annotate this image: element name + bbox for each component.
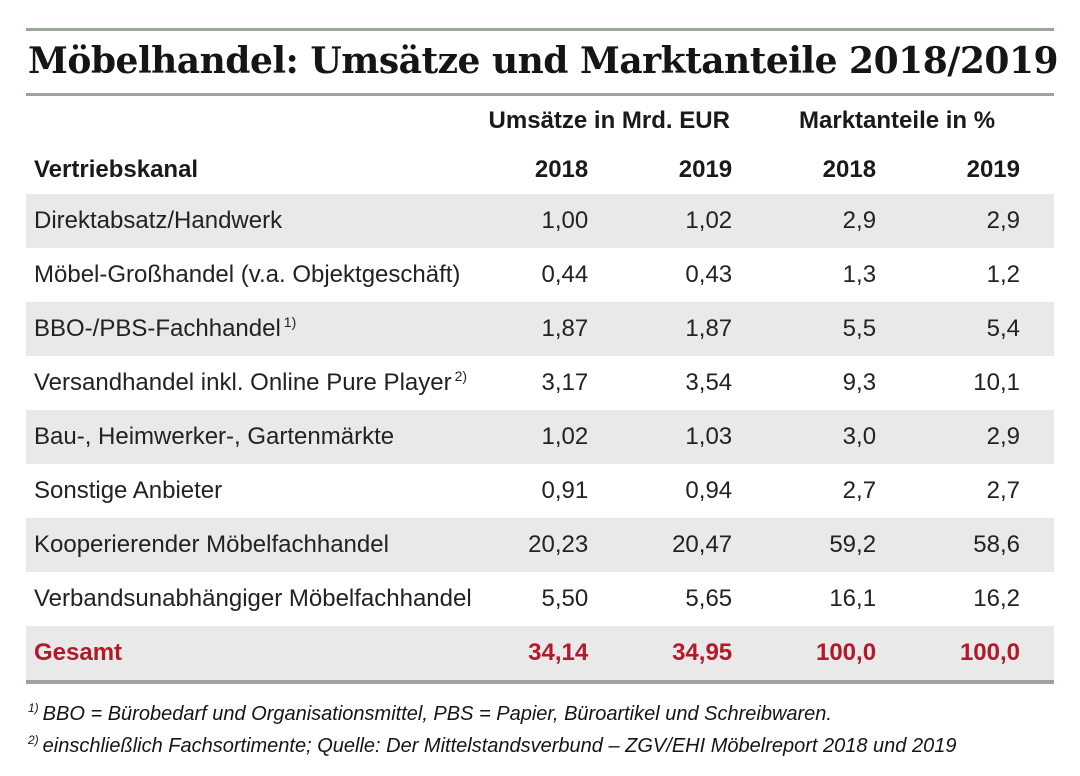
row-label: Verbandsunabhängiger Möbelfachhandel	[26, 572, 478, 626]
footnote-2-text: einschließlich Fachsortimente; Quelle: D…	[42, 735, 957, 757]
bottom-rule	[26, 680, 1054, 684]
cell-anteil-2018: 16,1	[829, 585, 877, 612]
total-anteil-2019: 100,0	[959, 639, 1020, 666]
cell-umsatz-2018: 1,87	[541, 315, 589, 342]
row-label: Möbel-Großhandel (v.a. Objektgeschäft)	[26, 248, 478, 302]
cell-anteil-2019: 2,7	[986, 477, 1020, 504]
cell-anteil-2018: 1,3	[842, 261, 877, 288]
table-row: Verbandsunabhängiger Möbelfachhandel 5,5…	[26, 572, 1054, 626]
table-row: Kooperierender Möbelfachhandel 20,23 20,…	[26, 518, 1054, 572]
row-label-text: Versandhandel inkl. Online Pure Player	[34, 369, 452, 396]
cell-umsatz-2019: 0,43	[685, 261, 733, 288]
row-label: BBO-/PBS-Fachhandel 1)	[26, 302, 478, 356]
footnote-1: 1) BBO = Bürobedarf und Organisationsmitt…	[28, 698, 1054, 730]
cell-anteil-2019: 2,9	[986, 423, 1020, 450]
cell-umsatz-2019: 0,94	[685, 477, 733, 504]
total-umsatz-2018: 34,14	[528, 639, 589, 666]
total-row: Gesamt 34,14 34,95 100,0 100,0	[26, 626, 1054, 680]
cell-umsatz-2018: 20,23	[528, 531, 589, 558]
cell-anteil-2019: 5,4	[986, 315, 1020, 342]
table-row: Möbel-Großhandel (v.a. Objektgeschäft) 0…	[26, 248, 1054, 302]
cell-anteil-2018: 2,7	[842, 477, 877, 504]
cell-umsatz-2019: 20,47	[672, 531, 733, 558]
cell-anteil-2018: 3,0	[842, 423, 877, 450]
cell-umsatz-2019: 1,87	[685, 315, 733, 342]
footnote-1-marker: 1)	[28, 701, 39, 716]
footnotes: 1) BBO = Bürobedarf und Organisationsmitt…	[26, 684, 1054, 762]
table-row: Direktabsatz/Handwerk 1,00 1,02 2,9 2,9	[26, 194, 1054, 248]
market-share-table: Umsätze in Mrd. EUR Marktanteile in % Ve…	[26, 96, 1054, 680]
row-label: Bau-, Heimwerker-, Gartenmärkte	[26, 410, 478, 464]
cell-umsatz-2019: 3,54	[685, 369, 733, 396]
total-anteil-2018: 100,0	[815, 639, 877, 666]
footnote-marker: 1)	[283, 314, 297, 330]
cell-umsatz-2019: 5,65	[685, 585, 733, 612]
cell-anteil-2019: 10,1	[973, 369, 1020, 396]
cell-anteil-2019: 1,2	[986, 261, 1020, 288]
top-rule	[26, 28, 1054, 31]
cell-umsatz-2019: 1,03	[685, 423, 733, 450]
group-header-spacer	[26, 96, 478, 146]
group-header-umsaetze: Umsätze in Mrd. EUR	[488, 107, 730, 134]
cell-anteil-2018: 9,3	[842, 369, 877, 396]
column-header-anteil-2018: 2018	[822, 156, 877, 183]
row-label: Versandhandel inkl. Online Pure Player 2)	[26, 356, 478, 410]
cell-anteil-2019: 2,9	[986, 207, 1020, 234]
cell-umsatz-2018: 1,02	[541, 423, 589, 450]
row-label-text: Direktabsatz/Handwerk	[34, 207, 283, 234]
table-row: Bau-, Heimwerker-, Gartenmärkte 1,02 1,0…	[26, 410, 1054, 464]
table-row: BBO-/PBS-Fachhandel 1) 1,87 1,87 5,5 5,4	[26, 302, 1054, 356]
group-header-row: Umsätze in Mrd. EUR Marktanteile in %	[26, 96, 1054, 146]
cell-umsatz-2018: 0,44	[541, 261, 589, 288]
row-label-text: Möbel-Großhandel (v.a. Objektgeschäft)	[34, 261, 461, 288]
cell-umsatz-2018: 5,50	[541, 585, 589, 612]
row-label: Kooperierender Möbelfachhandel	[26, 518, 478, 572]
cell-umsatz-2018: 3,17	[541, 369, 589, 396]
column-header-umsatz-2018: 2018	[534, 156, 589, 183]
row-label: Sonstige Anbieter	[26, 464, 478, 518]
group-header-marktanteile: Marktanteile in %	[799, 107, 996, 134]
footnote-marker: 2)	[454, 368, 468, 384]
column-header-umsatz-2019: 2019	[678, 156, 733, 183]
title-underline-rule	[26, 93, 1054, 96]
cell-umsatz-2018: 0,91	[541, 477, 589, 504]
total-umsatz-2019: 34,95	[672, 639, 733, 666]
footnote-1-text: BBO = Bürobedarf und Organisationsmittel…	[42, 703, 832, 725]
column-header-row: Vertriebskanal 2018 2019 2018 2019	[26, 146, 1054, 194]
row-label: Direktabsatz/Handwerk	[26, 194, 478, 248]
cell-umsatz-2018: 1,00	[541, 207, 589, 234]
row-label-text: Verbandsunabhängiger Möbelfachhandel	[34, 585, 472, 612]
footnote-2: 2) einschließlich Fachsortimente; Quelle:…	[28, 730, 1054, 762]
table-row: Sonstige Anbieter 0,91 0,94 2,7 2,7	[26, 464, 1054, 518]
column-header-anteil-2019: 2019	[966, 156, 1020, 183]
cell-umsatz-2019: 1,02	[685, 207, 733, 234]
page-title: Möbelhandel: Umsätze und Marktanteile 20…	[28, 40, 1059, 82]
column-header-vertriebskanal: Vertriebskanal	[34, 156, 199, 183]
footnote-2-marker: 2)	[28, 733, 39, 748]
cell-anteil-2018: 59,2	[829, 531, 877, 558]
row-label-text: Bau-, Heimwerker-, Gartenmärkte	[34, 423, 395, 450]
row-label-text: Kooperierender Möbelfachhandel	[34, 531, 389, 558]
cell-anteil-2018: 5,5	[842, 315, 877, 342]
cell-anteil-2019: 58,6	[973, 531, 1020, 558]
row-label-text: BBO-/PBS-Fachhandel	[34, 315, 281, 342]
table-row: Versandhandel inkl. Online Pure Player 2)…	[26, 356, 1054, 410]
cell-anteil-2019: 16,2	[973, 585, 1020, 612]
total-label: Gesamt	[34, 639, 123, 666]
cell-anteil-2018: 2,9	[842, 207, 877, 234]
row-label-text: Sonstige Anbieter	[34, 477, 223, 504]
